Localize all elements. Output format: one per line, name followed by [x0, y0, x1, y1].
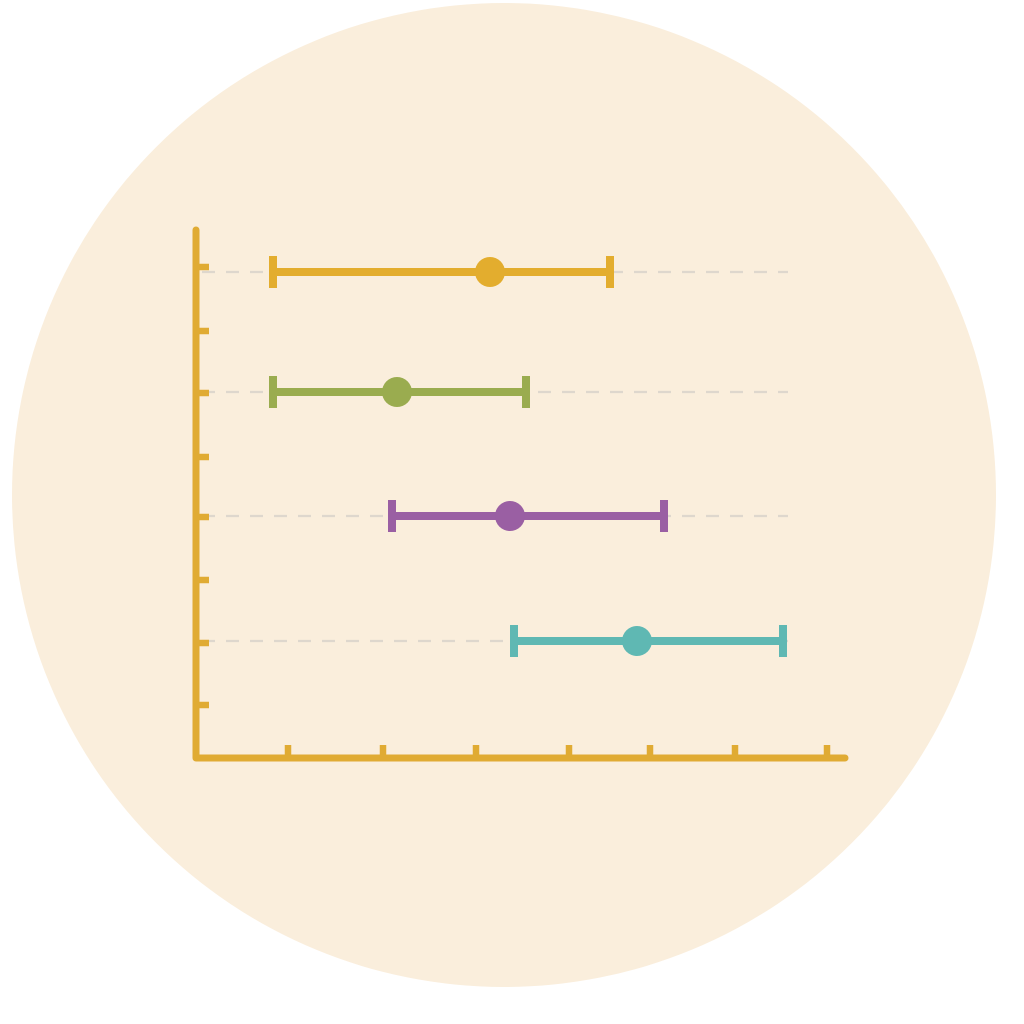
series-row-4	[510, 625, 787, 657]
circular-panel-background	[12, 3, 996, 987]
y-axis-ticks	[196, 263, 209, 709]
axis-spine	[192, 226, 849, 762]
data-series	[269, 256, 787, 657]
data-point-marker-2[interactable]	[382, 377, 412, 407]
series-row-1	[269, 256, 614, 288]
data-point-marker-1[interactable]	[475, 257, 505, 287]
series-row-3	[388, 500, 668, 532]
data-point-marker-3[interactable]	[495, 501, 525, 531]
x-axis-ticks	[284, 745, 831, 758]
gridlines	[202, 270, 788, 643]
data-point-marker-4[interactable]	[622, 626, 652, 656]
axes	[192, 226, 849, 762]
series-row-2	[269, 376, 530, 408]
